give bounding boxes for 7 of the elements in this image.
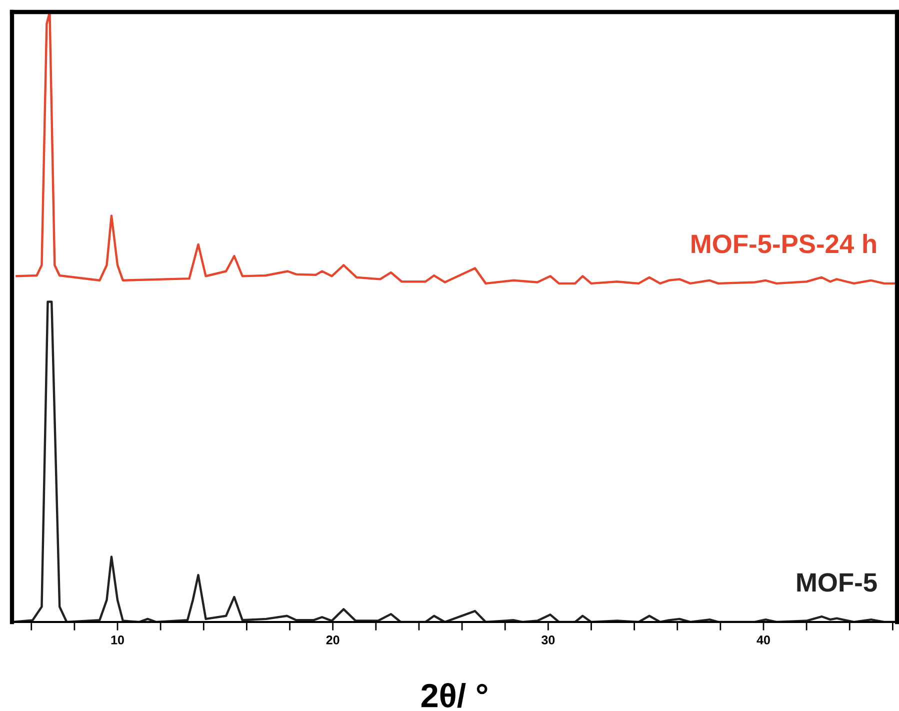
x-tick-label: 40	[756, 636, 770, 644]
x-tick-label: 30	[542, 636, 555, 644]
series-label: MOF-5	[797, 573, 877, 592]
series-label: MOF-5-PS-24 h	[692, 234, 876, 254]
x-tick-label: 10	[111, 636, 124, 644]
x-tick-label: 20	[326, 636, 340, 644]
x-axis-title: 2θ/ °	[421, 682, 488, 708]
